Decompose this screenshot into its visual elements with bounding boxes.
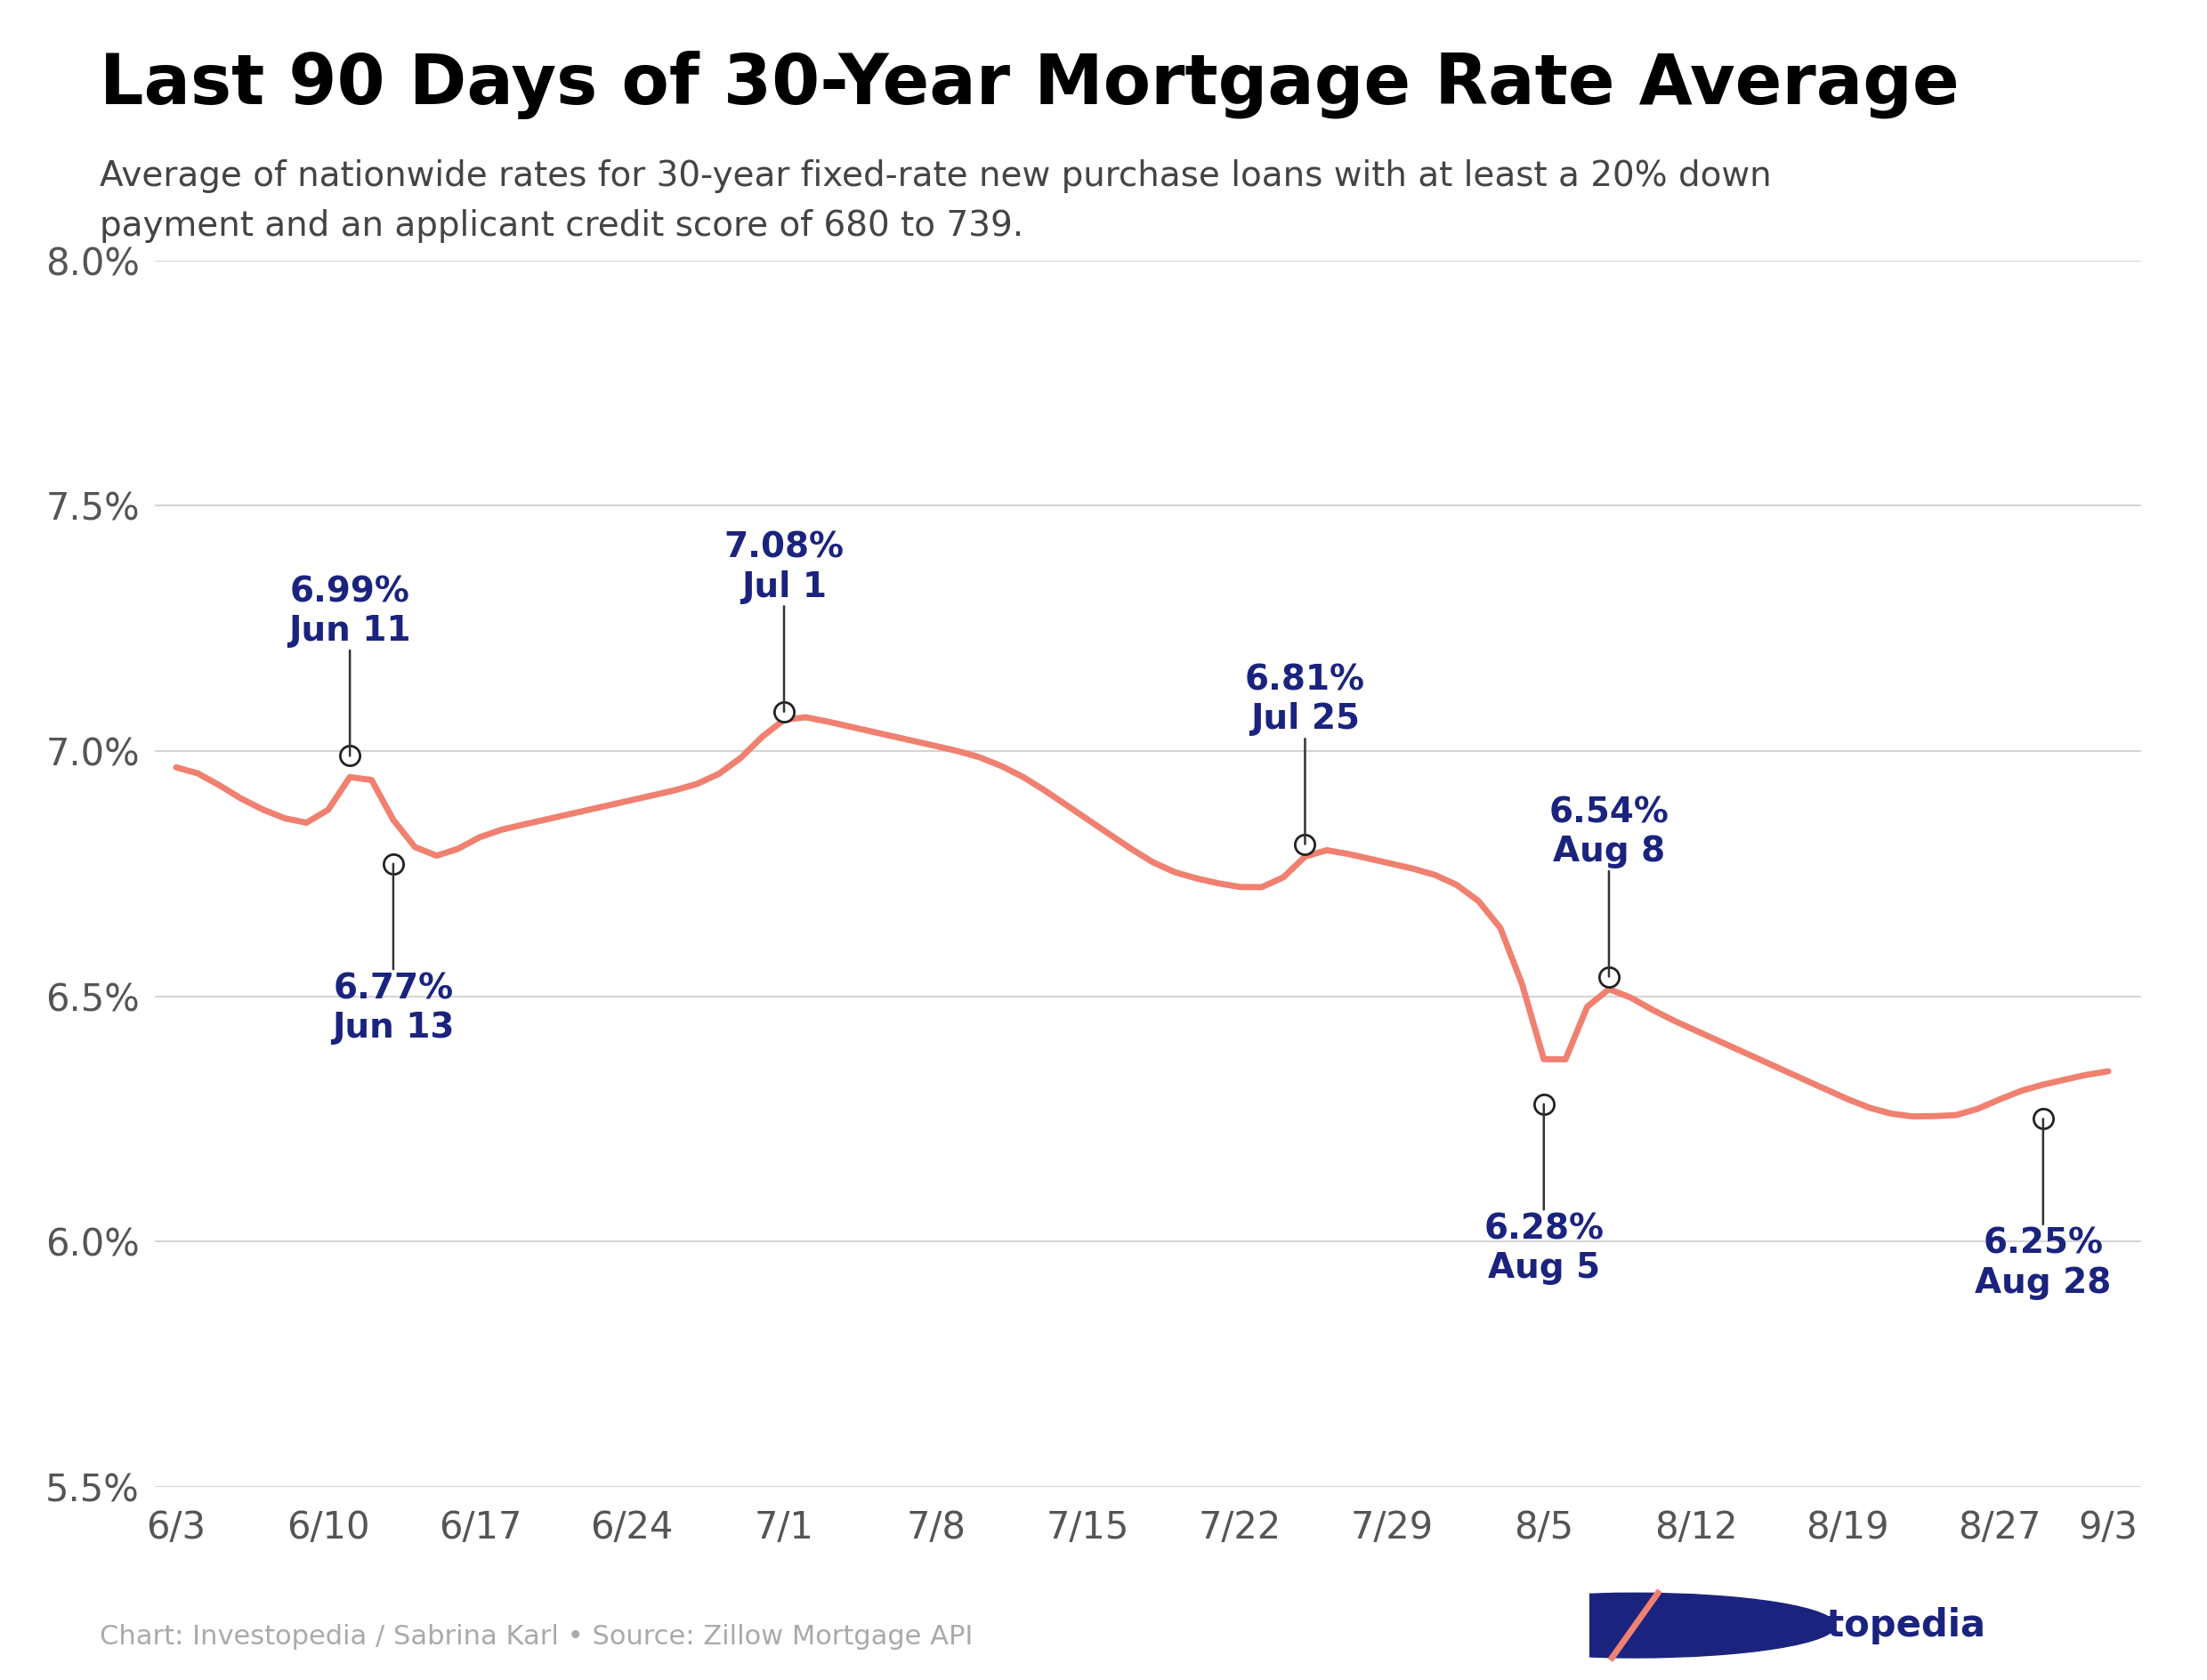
Text: 6.28%
Aug 5: 6.28% Aug 5 bbox=[1483, 1104, 1604, 1285]
Circle shape bbox=[1435, 1593, 1836, 1658]
Text: 7.08%
Jul 1: 7.08% Jul 1 bbox=[724, 531, 843, 712]
Text: 6.81%
Jul 25: 6.81% Jul 25 bbox=[1245, 664, 1366, 843]
Text: 6.99%
Jun 11: 6.99% Jun 11 bbox=[289, 575, 411, 756]
Text: Average of nationwide rates for 30-year fixed-rate new purchase loans with at le: Average of nationwide rates for 30-year … bbox=[99, 160, 1772, 244]
Text: Chart: Investopedia / Sabrina Karl • Source: Zillow Mortgage API: Chart: Investopedia / Sabrina Karl • Sou… bbox=[99, 1625, 973, 1650]
Text: 6.25%
Aug 28: 6.25% Aug 28 bbox=[1975, 1119, 2112, 1300]
Text: 6.77%
Jun 13: 6.77% Jun 13 bbox=[331, 864, 455, 1045]
Text: Last 90 Days of 30-Year Mortgage Rate Average: Last 90 Days of 30-Year Mortgage Rate Av… bbox=[99, 50, 1960, 119]
Text: 6.54%
Aug 8: 6.54% Aug 8 bbox=[1549, 796, 1668, 976]
Text: Investopedia: Investopedia bbox=[1715, 1606, 1986, 1645]
